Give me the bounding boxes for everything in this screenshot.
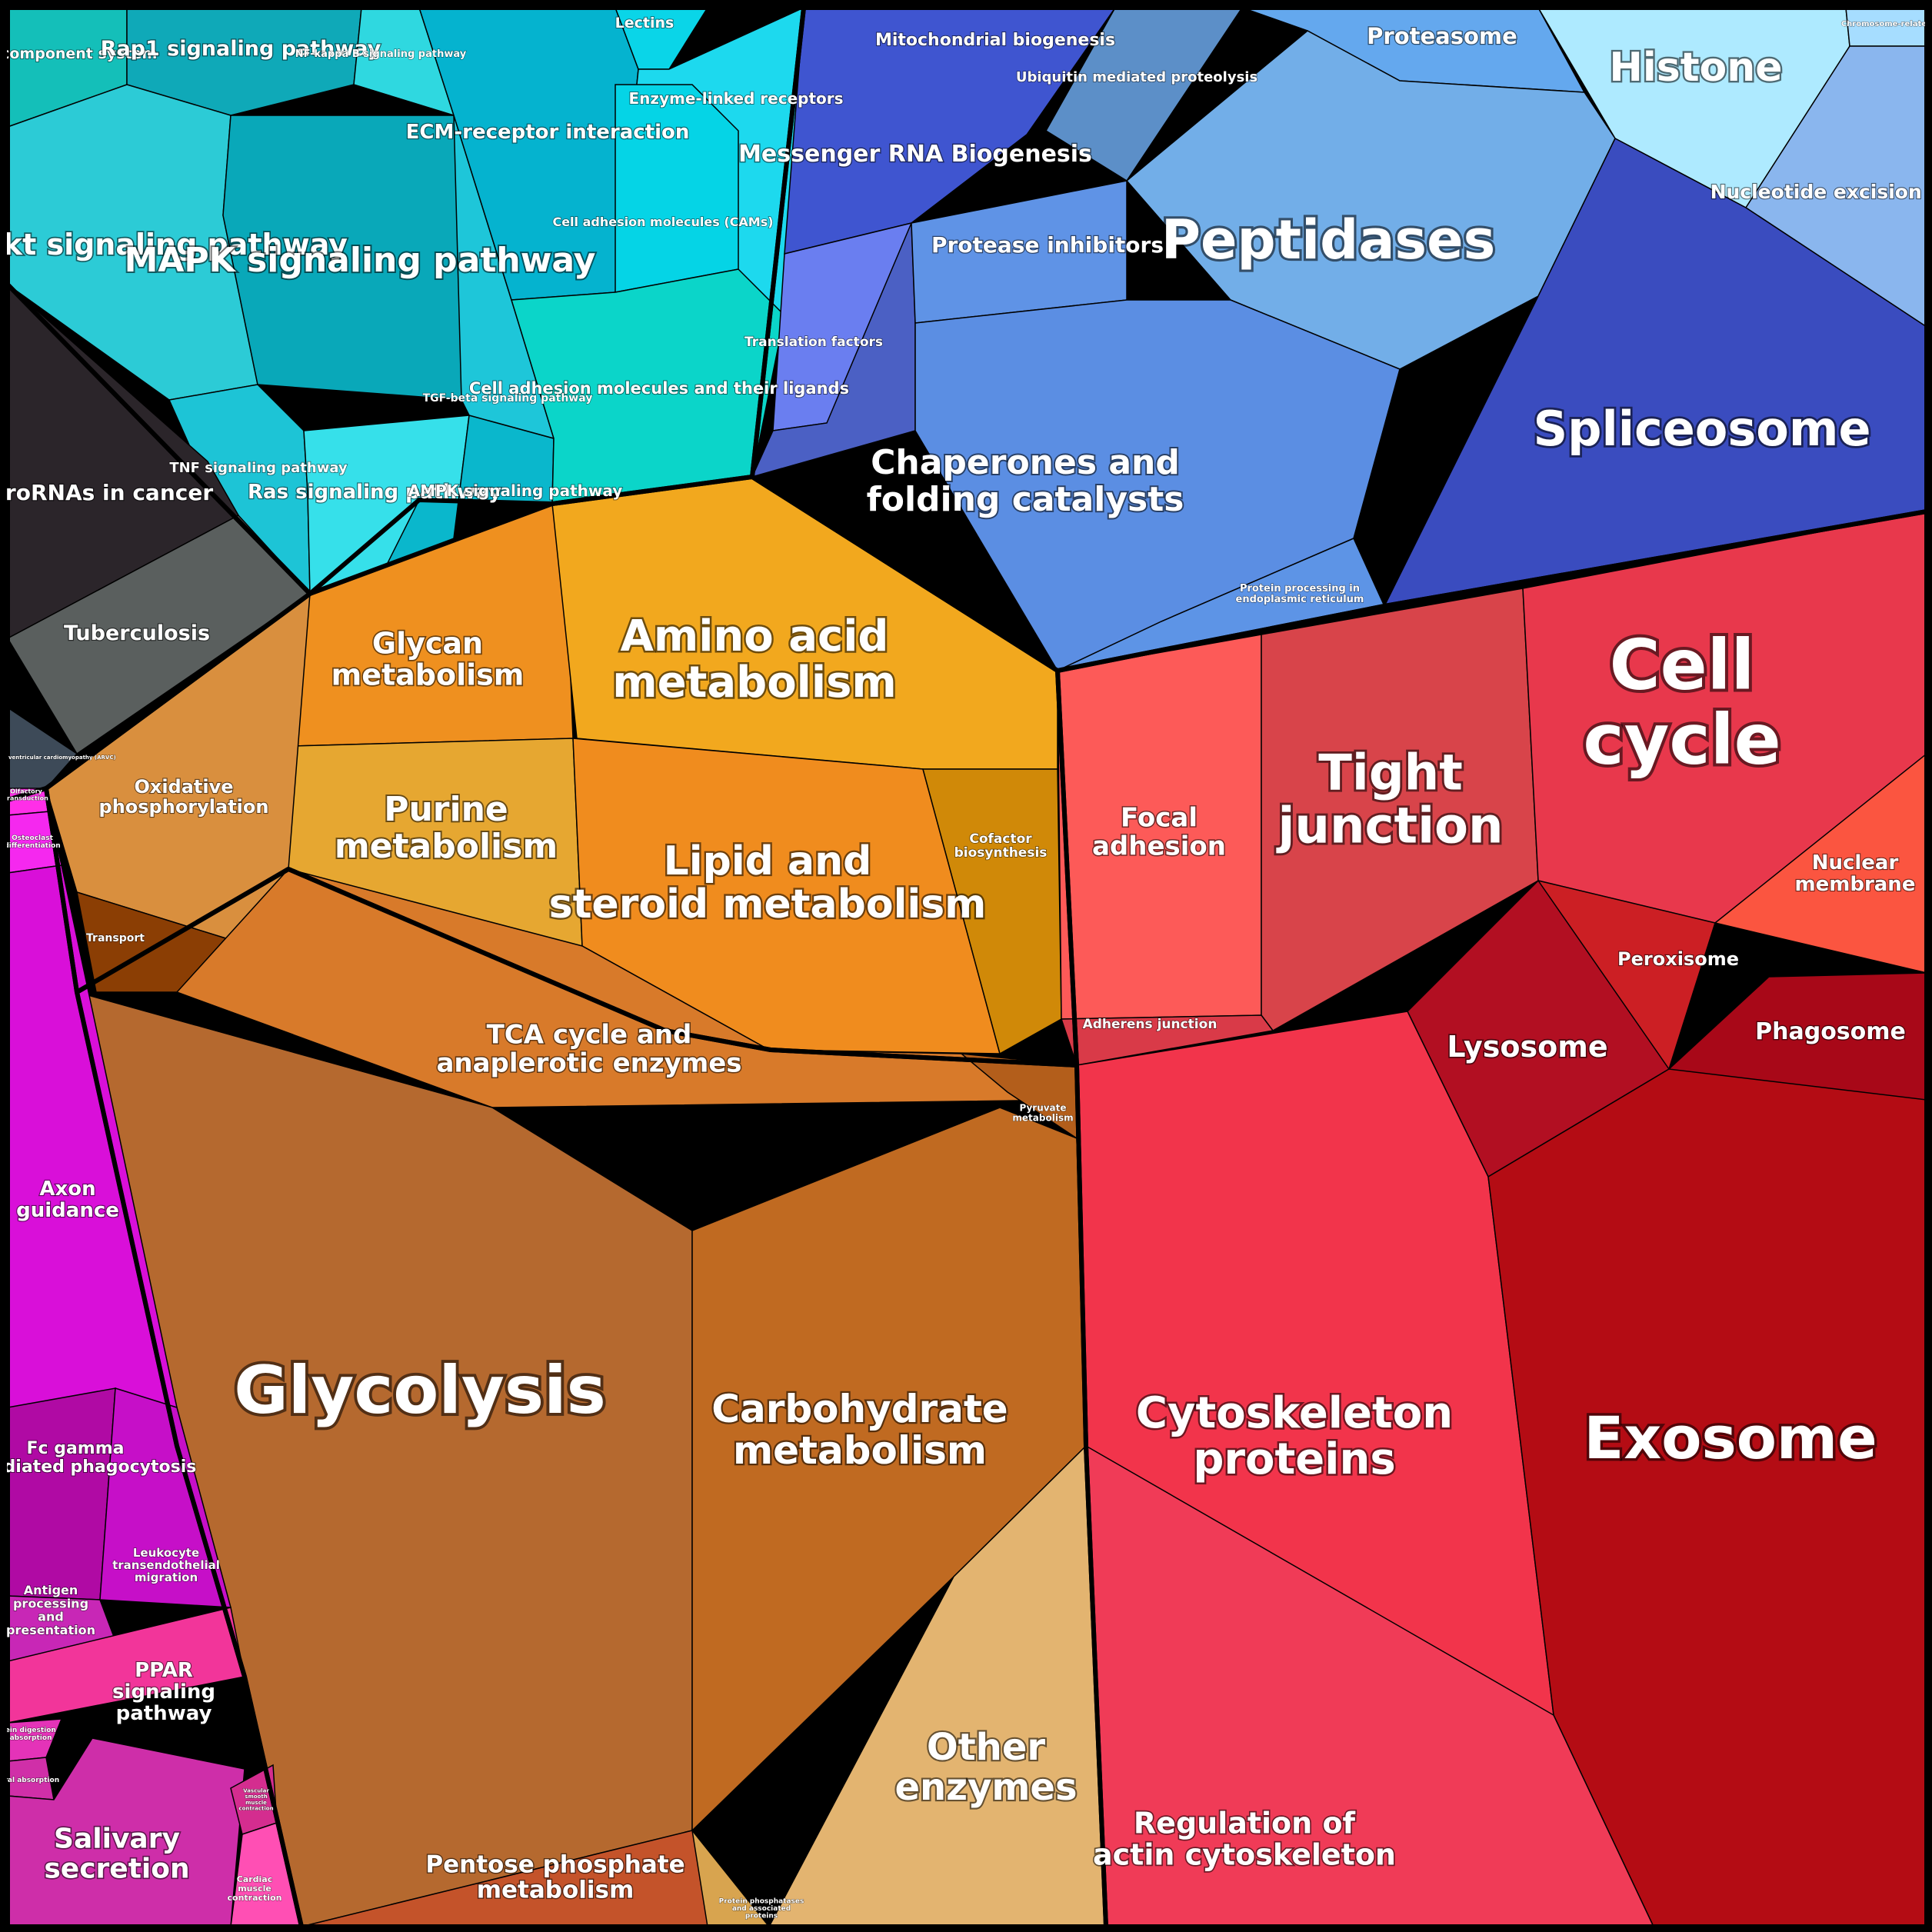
cell-glycan-metabolism-label: Glycan metabolism [331,626,525,691]
cell-chaperones-and-folding-catalysts-label: Chaperones and folding catalysts [867,443,1184,519]
cell-chromosome-related-label: Chromosome-related [1841,20,1932,28]
cell-osteoclast-differentiation-label: Osteoclast differentiation [4,834,60,850]
cell-ras-signaling-pathway-label: Ras signaling pathway [248,481,501,504]
cells-layer [6,6,1927,1928]
cell-exosome-label: Exosome [1584,1404,1877,1472]
cell-fc-gamma-r-mediated-phagocytosis [7,1387,116,1601]
cell-translation-factors-label: Translation factors [744,335,883,350]
cell-protein-processing-in-endoplasmic-reticulum-label: Protein processing in endoplasmic reticul… [1236,582,1364,605]
cell-adherens-junction [1060,1014,1274,1066]
cell-histone-label: Histone [1609,45,1782,91]
cell-glycolysis-label: Glycolysis [234,1352,606,1429]
cell-tgf-beta-signaling-pathway-label: TGF-beta signaling pathway [423,392,593,405]
cell-pi3k-akt-signaling-pathway-label: PI3K-Akt signaling pathway [0,228,348,261]
cell-lipid-and-steroid-metabolism-label: Lipid and steroid metabolism [549,838,987,928]
cell-regulation-of-actin-cytoskeleton-label: Regulation of actin cytoskeleton [1093,1806,1396,1871]
cell-cell-adhesion-molecules-and-their-ligands-label: Cell adhesion molecules and their ligand… [469,379,849,398]
cell-amino-acid-metabolism-label: Amino acid metabolism [612,611,897,707]
cell-enzyme-linked-receptors-label: Enzyme-linked receptors [628,89,843,108]
cell-peroxisome-label: Peroxisome [1617,948,1739,970]
cell-tca-cycle-and-anaplerotic-enzymes-label: TCA cycle and anaplerotic enzymes [436,1020,741,1079]
cell-spliceosome-label: Spliceosome [1533,401,1870,457]
cell-arrhythmogenic-right-ventricular-cardiomyopathy-arvc-label: Arrhythmogenic right ventricular cardiom… [0,754,116,761]
cell-peptidases-label: Peptidases [1161,208,1496,271]
cell-tuberculosis-label: Tuberculosis [64,621,210,645]
cell-olfactory-transduction-label: Olfactory transduction [4,788,48,801]
cell-nucleotide-excision-repair-label: Nucleotide excision repair [1710,181,1932,203]
cell-carbohydrate-metabolism-label: Carbohydrate metabolism [711,1387,1008,1473]
cell-lysosome-label: Lysosome [1447,1030,1607,1064]
cell-leukocyte-transendothelial-migration-label: Leukocyte transendothelial migration [112,1546,220,1584]
cell-rap1-signaling-pathway-label: Rap1 signaling pathway [101,37,381,61]
cell-pentose-phosphate-metabolism-label: Pentose phosphate metabolism [425,1850,685,1904]
cell-phagosome-label: Phagosome [1755,1018,1906,1045]
cell-salivary-secretion-label: Salivary secretion [44,1823,189,1884]
cell-tight-junction [1261,588,1539,1031]
cell-protein-phosphatases-and-associated-proteins-label: Protein phosphatases and associated protei… [719,1897,804,1920]
cell-oxidative-phosphorylation-label: Oxidative phosphorylation [99,776,269,818]
cell-cell-adhesion-molecules-cams [615,84,739,293]
cell-antigen-processing-and-presentation-label: Antigen processing and presentation [6,1583,95,1637]
cell-mapk-signaling-pathway-label: MAPK signaling pathway [125,241,596,280]
cell-tight-junction-label: Tight junction [1275,744,1503,854]
cell-cytoskeleton-proteins-label: Cytoskeleton proteins [1136,1387,1453,1484]
cell-protease-inhibitors-label: Protease inhibitors [931,232,1164,258]
cell-micrornas-in-cancer-label: MicroRNAs in cancer [0,480,213,505]
cell-fc-gamma-r-mediated-phagocytosis-label: Fc gammaR-mediated phagocytosis [0,1439,196,1477]
cell-protein-digestion-and-absorption-label: Protein digestionand absorption [0,1727,56,1742]
cell-ampk-signaling-pathway-label: AMPK signaling pathway [408,481,623,500]
cell-ecm-receptor-interaction-label: ECM-receptor interaction [406,121,690,144]
cell-two-component-system-label: Two-component system [0,45,157,62]
cell-nf-kappa-b-signaling-pathway-label: NF-kappa B signaling pathway [295,48,467,60]
cell-ubiquitin-mediated-proteolysis-label: Ubiquitin mediated proteolysis [1016,69,1257,85]
cell-cell-adhesion-molecules-cams-label: Cell adhesion molecules (CAMs) [552,215,773,229]
cell-mineral-absorption-label: Mineral absorption [0,1777,59,1784]
cell-other-enzymes-label: Other enzymes [894,1726,1077,1809]
cell-lectins-label: Lectins [615,15,675,32]
cell-nuclear-membrane-label: Nuclear membrane [1795,851,1916,896]
cell-pyruvate-metabolism-label: Pyruvate metabolism [1012,1103,1073,1124]
cell-adherens-junction-label: Adherens junction [1083,1017,1217,1032]
cell-ppar-signaling-pathway-label: PPAR signaling pathway [112,1659,215,1725]
cell-cardiac-muscle-contraction-label: Cardiac muscle contraction [228,1874,282,1903]
cell-vascular-smooth-muscle-contraction-label: Vascular smooth muscle contraction [238,1788,273,1812]
cell-messenger-rna-biogenesis-label: Messenger RNA Biogenesis [738,141,1092,168]
cell-axon-guidance-label: Axon guidance [16,1178,119,1222]
cell-cell-cycle-label: Cell cycle [1583,625,1780,780]
cell-purine-metabolism-label: Purine metabolism [335,790,558,866]
cell-transport-label: Transport [86,932,145,944]
cell-proteasome-label: Proteasome [1367,23,1517,49]
cell-tnf-signaling-pathway-label: TNF signaling pathway [169,460,348,476]
cell-cofactor-biosynthesis-label: Cofactor biosynthesis [954,831,1048,861]
cell-mitochondrial-biogenesis-label: Mitochondrial biogenesis [875,31,1115,50]
cell-focal-adhesion-label: Focal adhesion [1092,803,1226,862]
